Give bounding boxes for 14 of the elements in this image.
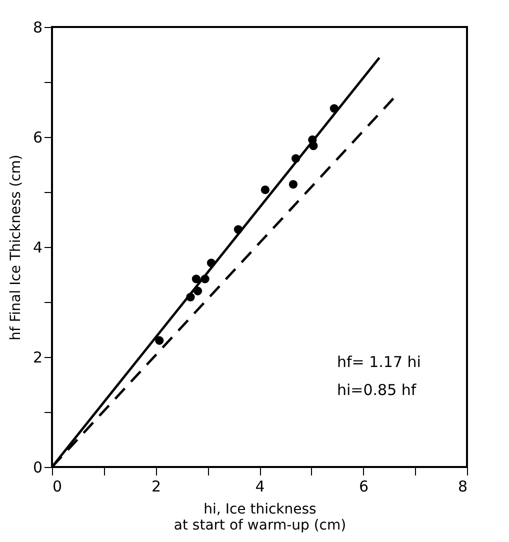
x-tick-label: 2 [151,478,162,496]
x-axis-title: hi, Ice thickness at start of warm-up (cm) [174,502,346,534]
x-tick-label: 4 [255,478,265,496]
annotation: hi=0.85 hf [337,381,417,399]
x-tick-label: 6 [358,478,369,496]
annotation: hf= 1.17 hi [337,353,421,371]
y-tick-label: 8 [32,18,42,36]
y-tick-label: 4 [32,238,42,256]
y-tick-label: 0 [32,458,42,476]
y-axis-title: hf Final Ice Thickness (cm) [8,154,24,340]
y-tick-label: 6 [32,128,42,146]
y-tick-label: 2 [32,348,42,366]
x-tick-label: 0 [52,478,62,496]
x-tick-label: 8 [458,478,468,496]
